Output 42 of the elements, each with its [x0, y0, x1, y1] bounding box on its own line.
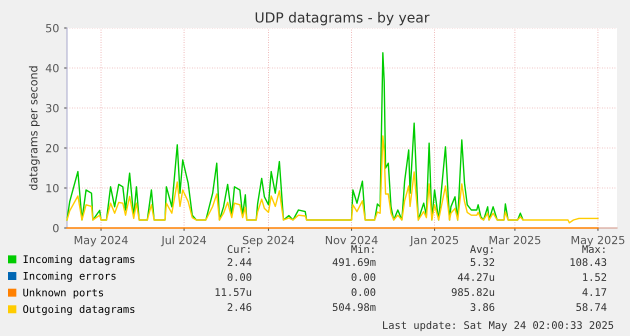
text: 491.69m	[332, 258, 376, 266]
y-tick-label: 20	[46, 144, 59, 152]
text: 0.00	[352, 273, 376, 282]
text: 4.17	[582, 288, 606, 296]
legend-label: Incoming errors	[24, 272, 116, 282]
y-tick-label: 40	[46, 64, 59, 72]
text: 44.27u	[458, 273, 494, 282]
x-tick-label: Jul 2024	[160, 236, 206, 246]
y-tick-label: 50	[46, 24, 59, 32]
x-tick-label: Mar 2025	[490, 236, 540, 244]
chart-title: UDP datagrams - by year	[256, 12, 430, 26]
x-tick-label: Nov 2024	[326, 236, 378, 244]
text: 0.00	[352, 288, 376, 296]
x-tick-label: May 2024	[74, 236, 128, 246]
text: 3.86	[470, 303, 494, 312]
legend-label: Outgoing datagrams	[23, 304, 134, 316]
y-tick-label: 0	[53, 224, 59, 232]
x-tick-label: Jan 2025	[410, 236, 458, 246]
y-axis-title: datagrams per second	[28, 66, 40, 190]
text: 5.32	[470, 258, 494, 266]
y-tick-label: 30	[46, 104, 59, 112]
text: 108.43	[570, 258, 606, 266]
text: 2.44	[228, 258, 252, 266]
text: Cur:	[228, 245, 250, 254]
text: 2.46	[228, 303, 252, 312]
legend-label: Incoming datagrams	[24, 255, 134, 266]
text: 58.74	[576, 303, 607, 312]
text: 985.82u	[452, 288, 494, 296]
x-tick-label: May 2025	[572, 236, 624, 246]
text: 0.00	[228, 273, 252, 282]
line-series	[66, 52, 524, 221]
legend-label: Unknown ports	[23, 288, 104, 298]
line-series	[66, 135, 599, 224]
text: Avg:	[470, 245, 492, 256]
text: 1.52	[583, 273, 606, 282]
text: 11.57u	[216, 288, 252, 296]
text: 504.98m	[332, 303, 376, 312]
text: Last update: Sat May 24 02:00:33 2025	[383, 320, 614, 332]
y-tick-label: 10	[46, 184, 59, 192]
text: Min:	[351, 244, 374, 253]
x-tick-label: Sep 2024	[242, 236, 294, 246]
text: Max:	[582, 245, 604, 254]
